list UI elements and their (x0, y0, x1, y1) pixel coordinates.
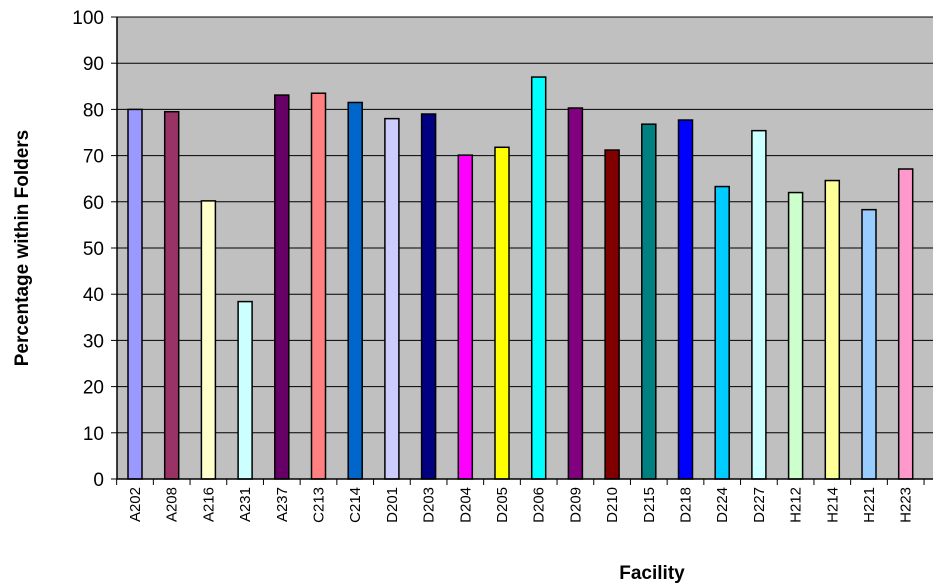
axes (111, 16, 933, 485)
x-tick-label: D206 (531, 487, 548, 523)
x-tick-labels: A202 A208 A216 A231 A237 C213 C214 D201 D203 D204… (127, 487, 915, 523)
bar-d224 (714, 185, 730, 480)
x-tick-label: C214 (347, 487, 364, 523)
bar-d227 (751, 129, 767, 480)
y-tick-label: 80 (83, 100, 104, 121)
y-tick-label: 90 (83, 54, 104, 75)
bar-d204 (457, 154, 474, 480)
x-tick-label: A231 (237, 487, 254, 522)
bar-a231 (237, 300, 253, 480)
bar-d205 (494, 146, 510, 480)
bar-h223 (897, 168, 914, 480)
x-tick-label: D227 (751, 487, 768, 523)
gridlines (117, 16, 933, 480)
bar-d206 (530, 76, 547, 480)
y-tick-label: 30 (83, 331, 104, 352)
x-tick-label: A202 (127, 487, 144, 522)
bar-d201 (384, 117, 400, 480)
bar-c214 (347, 101, 363, 480)
x-tick-label: H214 (824, 487, 841, 523)
x-tick-label: H223 (898, 487, 915, 523)
x-tick-label: D224 (714, 487, 731, 523)
x-tick-label: D205 (494, 487, 511, 523)
bar-h221 (861, 208, 877, 480)
y-tick-label: 40 (83, 285, 104, 306)
bar-d209 (567, 107, 584, 480)
x-tick-label: A237 (274, 487, 291, 522)
x-tick-label: D210 (604, 487, 621, 523)
y-tick-label: 60 (83, 193, 104, 214)
y-tick-label: 100 (72, 8, 104, 29)
x-tick-label: A208 (164, 487, 181, 522)
bar-a202 (127, 108, 143, 480)
x-tick-label: D215 (641, 487, 658, 523)
bar-d210 (604, 149, 620, 480)
x-tick-label: H221 (861, 487, 878, 523)
y-tick-labels: 0 10 20 30 40 50 60 70 80 90 100 (72, 8, 104, 491)
x-tick-label: D204 (457, 487, 474, 523)
y-tick-label: 50 (83, 239, 104, 260)
x-tick-label: C213 (311, 487, 328, 523)
y-tick-label: 10 (83, 424, 104, 445)
x-tick-label: D209 (567, 487, 584, 523)
x-tick-label: D203 (421, 487, 438, 523)
bar-c213 (310, 92, 327, 480)
bar-d215 (641, 123, 657, 480)
x-tick-label: A216 (200, 487, 217, 522)
x-axis-title: Facility (619, 563, 685, 584)
bar-h212 (787, 191, 804, 480)
y-axis-title: Percentage within Folders (12, 130, 33, 367)
x-tick-label: D218 (678, 487, 695, 523)
x-tick-label: H212 (788, 487, 805, 523)
y-tick-label: 20 (83, 378, 104, 399)
bar-d218 (677, 119, 694, 480)
y-tick-label: 0 (93, 470, 104, 491)
y-tick-label: 70 (83, 147, 104, 168)
x-tick-label: D201 (384, 487, 401, 523)
bar-a208 (163, 110, 180, 480)
bar-d203 (420, 113, 437, 480)
bar-a216 (200, 200, 217, 480)
bar-a237 (274, 94, 290, 480)
bar-h214 (824, 179, 841, 480)
